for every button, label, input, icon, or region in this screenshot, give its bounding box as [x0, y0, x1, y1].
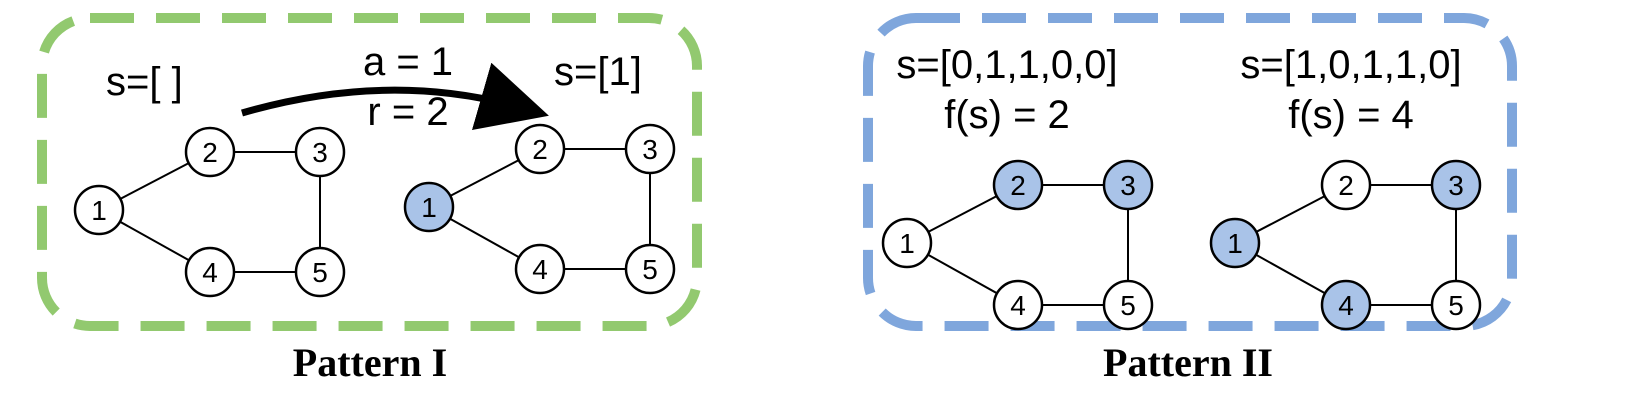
- pattern2-graph-a-node-5: [1102, 279, 1154, 331]
- pattern2-graph-a-value-label: f(s) = 2: [944, 93, 1070, 137]
- pattern1-graph-after-node-label-2: 2: [532, 134, 548, 165]
- pattern1-panel: s=[ ] a = 1 r = 2 s=[1] 1 2 3 4 5 1 2 3 4 5 Patt…: [37, 13, 702, 385]
- pattern1-border: [37, 13, 702, 331]
- pattern1-graph-before-node-label-5: 5: [312, 257, 328, 288]
- pattern1-graph-after-node-label-1: 1: [421, 192, 437, 223]
- pattern1-graph-before-node-5: [294, 246, 346, 298]
- pattern2-graph-b-value-label: f(s) = 4: [1288, 93, 1414, 137]
- pattern1-graph-after-node-3: [624, 123, 676, 175]
- pattern2-graph-a-node-3: [1102, 159, 1154, 211]
- pattern2-graph-a-node-label-1: 1: [899, 228, 915, 259]
- pattern2-graph-b-node-3: [1430, 159, 1482, 211]
- pattern1-graph-before-node-1: [73, 184, 125, 236]
- transition-arrow: [241, 62, 549, 131]
- pattern1-graph-after-node-1: [403, 181, 455, 233]
- pattern2-graph-b-node-2: [1320, 159, 1372, 211]
- pattern2-graph-b: 1 2 3 4 5: [1209, 159, 1482, 331]
- pattern2-graph-a-node-1: [881, 217, 933, 269]
- pattern1-graph-after-node-2: [514, 123, 566, 175]
- pattern1-graph-after-node-label-3: 3: [642, 134, 658, 165]
- pattern2-graph-b-node-label-2: 2: [1338, 170, 1354, 201]
- pattern1-after-state-label: s=[1]: [554, 50, 642, 94]
- pattern2-border: [863, 13, 1517, 331]
- pattern2-panel: s=[0,1,1,0,0] f(s) = 2 s=[1,0,1,1,0] f(s…: [863, 13, 1517, 385]
- pattern1-graph-before-node-2: [184, 126, 236, 178]
- pattern2-graph-b-node-label-1: 1: [1227, 228, 1243, 259]
- pattern1-graph-after: 1 2 3 4 5: [403, 123, 676, 295]
- pattern1-graph-before-node-3: [294, 126, 346, 178]
- pattern2-graph-a-node-label-5: 5: [1120, 290, 1136, 321]
- pattern1-reward-label: r = 2: [367, 90, 448, 134]
- pattern2-graph-b-node-label-5: 5: [1448, 290, 1464, 321]
- pattern2-graph-a-state-label: s=[0,1,1,0,0]: [896, 43, 1117, 87]
- pattern1-graph-after-node-label-5: 5: [642, 254, 658, 285]
- pattern1-before-state-label: s=[ ]: [106, 60, 183, 104]
- pattern2-graph-a-node-label-3: 3: [1120, 170, 1136, 201]
- pattern1-graph-before-node-label-3: 3: [312, 137, 328, 168]
- pattern2-graph-b-node-label-4: 4: [1338, 290, 1354, 321]
- pattern2-graph-b-node-1: [1209, 217, 1261, 269]
- pattern1-graph-before-node-label-2: 2: [202, 137, 218, 168]
- pattern1-graph-before: 1 2 3 4 5: [73, 126, 346, 298]
- pattern2-graph-a-node-4: [992, 279, 1044, 331]
- pattern1-graph-before-node-4: [184, 246, 236, 298]
- pattern2-caption: Pattern II: [1103, 340, 1273, 385]
- pattern1-graph-after-node-5: [624, 243, 676, 295]
- pattern2-graph-b-node-5: [1430, 279, 1482, 331]
- pattern1-action-label: a = 1: [363, 40, 453, 84]
- pattern1-graph-before-node-label-1: 1: [91, 195, 107, 226]
- pattern2-graph-a-node-label-2: 2: [1010, 170, 1026, 201]
- pattern1-graph-before-node-label-4: 4: [202, 257, 218, 288]
- pattern1-caption: Pattern I: [293, 340, 447, 385]
- pattern2-graph-a-node-label-4: 4: [1010, 290, 1026, 321]
- pattern2-graph-b-node-label-3: 3: [1448, 170, 1464, 201]
- pattern2-graph-b-state-label: s=[1,0,1,1,0]: [1240, 43, 1461, 87]
- pattern1-graph-after-node-4: [514, 243, 566, 295]
- pattern2-graph-a-node-2: [992, 159, 1044, 211]
- pattern2-graph-b-node-4: [1320, 279, 1372, 331]
- pattern1-graph-after-node-label-4: 4: [532, 254, 548, 285]
- pattern2-graph-a: 1 2 3 4 5: [881, 159, 1154, 331]
